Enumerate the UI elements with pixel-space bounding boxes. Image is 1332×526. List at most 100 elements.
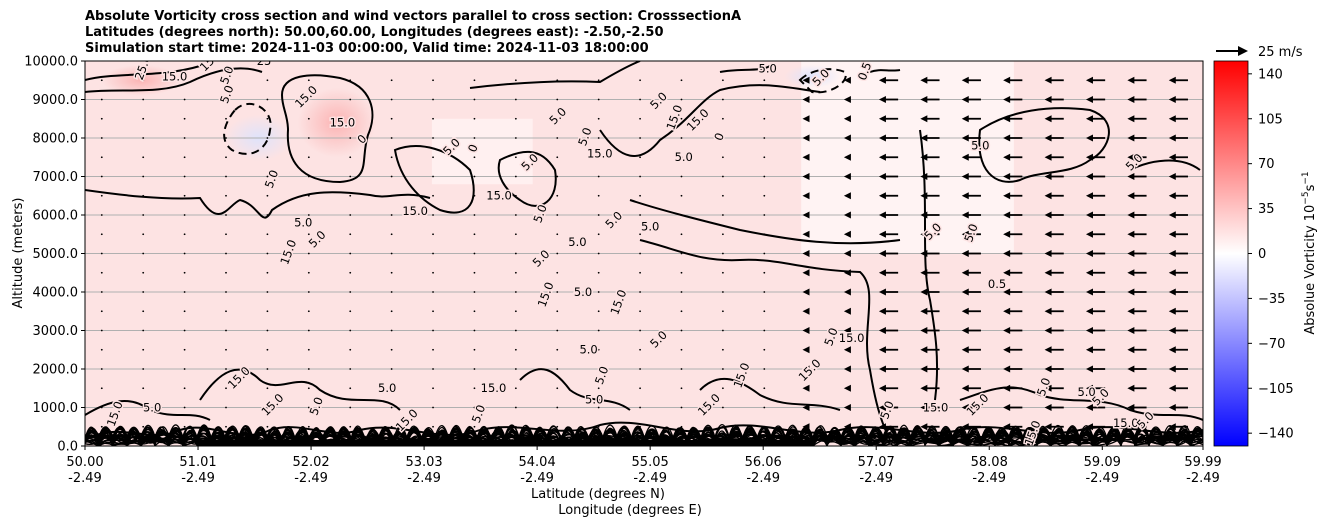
wind-vector-head: [1085, 384, 1093, 392]
wind-vector-head: [1168, 153, 1176, 161]
wind-vector: [225, 406, 227, 409]
wind-vector: [1044, 192, 1064, 200]
wind-vector: [307, 194, 310, 197]
wind-vector: [763, 233, 766, 236]
wind-vector-head: [1168, 250, 1176, 257]
wind-vector-head: [878, 423, 886, 431]
wind-vector: [597, 98, 600, 101]
wind-vector: [432, 175, 434, 178]
wind-vector: [1168, 115, 1188, 123]
contour-line: [85, 189, 431, 219]
colorbar-label-unit: s: [1303, 184, 1318, 191]
wind-vector: [843, 115, 851, 123]
wind-vector: [802, 211, 810, 219]
wind-vector: [514, 156, 517, 159]
wind-vector: [390, 329, 393, 332]
wind-vector: [721, 348, 724, 351]
wind-vector: [763, 194, 766, 197]
quiver-key-label: 25 m/s: [1258, 45, 1303, 60]
wind-vector: [680, 233, 683, 236]
wind-vector-head: [802, 365, 810, 373]
wind-vector: [514, 310, 517, 313]
wind-vector: [390, 425, 393, 428]
contour-label: 5.0: [568, 235, 586, 249]
wind-vector: [878, 76, 899, 84]
wind-vector: [961, 76, 981, 84]
quiver-key-arrowhead: [1238, 46, 1248, 56]
wind-vector: [597, 175, 600, 178]
plot-area: 25.0 15.015.05.02515.05.015.005.05.05.015…: [85, 61, 1203, 446]
wind-vector: [1003, 384, 1023, 392]
wind-vector: [556, 175, 559, 178]
wind-vector: [1003, 250, 1023, 257]
wind-vector: [597, 291, 600, 293]
wind-vector-head: [1085, 173, 1093, 180]
wind-vector: [680, 117, 683, 120]
wind-vector-head: [1003, 346, 1011, 354]
wind-vector: [183, 98, 186, 101]
wind-vector: [266, 194, 269, 197]
wind-vector-head: [1085, 269, 1093, 277]
colorbar-label-text: Absolue Vorticity 10: [1303, 205, 1318, 335]
wind-vector: [843, 76, 851, 84]
wind-vector: [473, 425, 476, 428]
wind-vector: [680, 156, 683, 159]
wind-vector: [1085, 230, 1106, 238]
wind-vector: [802, 288, 810, 296]
wind-vector-head: [802, 230, 810, 238]
wind-vector: [556, 271, 559, 274]
wind-vector: [680, 368, 683, 370]
wind-vector: [680, 175, 683, 178]
contour-line: [639, 239, 891, 441]
wind-vector: [878, 250, 899, 257]
wind-vector: [680, 310, 683, 313]
wind-vector: [1003, 134, 1023, 142]
wind-vector-head: [961, 173, 969, 180]
wind-vector: [639, 271, 641, 274]
wind-vector: [1085, 115, 1106, 123]
wind-vector: [266, 425, 269, 428]
wind-vector: [225, 175, 227, 178]
wind-vector: [142, 98, 145, 101]
wind-vector: [1085, 153, 1106, 161]
wind-vector-head: [843, 365, 851, 373]
wind-vector: [721, 214, 724, 216]
wind-vector: [1168, 250, 1188, 257]
contour-label: 15.0: [923, 400, 949, 414]
wind-vector: [266, 348, 269, 351]
wind-vector-head: [1085, 96, 1093, 103]
wind-vector: [225, 310, 227, 313]
wind-vector-head: [843, 404, 851, 411]
wind-vector: [225, 368, 227, 370]
wind-vector: [961, 211, 981, 219]
wind-vector-head: [1085, 230, 1093, 238]
wind-vector-head: [1085, 365, 1093, 373]
wind-vector: [1168, 230, 1188, 238]
wind-vector: [473, 252, 476, 255]
wind-vector: [266, 329, 269, 332]
wind-vector: [878, 153, 899, 161]
wind-vector: [639, 117, 641, 120]
contour-line: [599, 84, 821, 157]
wind-vector: [556, 214, 559, 216]
wind-vector: [920, 384, 940, 392]
wind-vector: [390, 175, 393, 178]
wind-vector: [763, 175, 766, 178]
wind-vector: [802, 384, 810, 392]
wind-vector-head: [961, 134, 969, 142]
x-tick-label-longitude: -2.49: [746, 471, 780, 486]
wind-vector: [920, 365, 940, 373]
wind-vector-head: [1003, 153, 1011, 161]
wind-vector: [680, 425, 683, 428]
wind-vector: [225, 233, 227, 236]
wind-vector: [514, 175, 517, 178]
wind-vector: [307, 214, 310, 216]
wind-vector: [721, 310, 724, 313]
wind-vector: [142, 79, 145, 82]
surface-contour-cluster: [85, 423, 1203, 446]
wind-vector: [556, 348, 559, 351]
colorbar-gradient: [1214, 61, 1248, 446]
contour-label: 5.0: [217, 83, 236, 105]
wind-vector: [597, 137, 600, 139]
wind-vector: [639, 291, 641, 293]
